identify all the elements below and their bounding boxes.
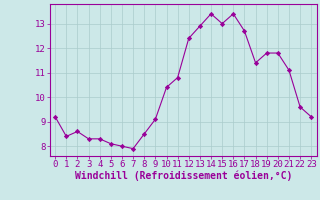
X-axis label: Windchill (Refroidissement éolien,°C): Windchill (Refroidissement éolien,°C) (75, 171, 292, 181)
